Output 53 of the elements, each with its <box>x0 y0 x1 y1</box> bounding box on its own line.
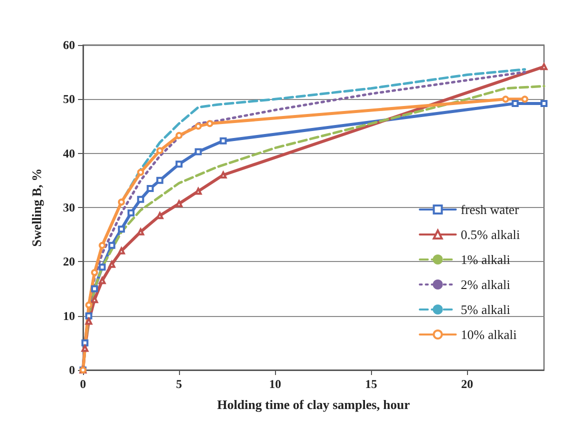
legend-label: 1% alkali <box>460 252 511 267</box>
point <box>108 242 116 249</box>
y-axis-title: Swelling B, % <box>29 168 44 247</box>
point <box>194 148 202 156</box>
legend-label: 10% alkali <box>460 327 518 342</box>
point <box>512 100 519 107</box>
y-tick-label: 20 <box>63 254 75 269</box>
point <box>176 200 183 208</box>
y-tick-label: 40 <box>63 146 75 160</box>
point <box>108 260 116 268</box>
point <box>85 312 92 320</box>
x-tick-label: 0 <box>80 377 86 391</box>
point <box>521 96 528 103</box>
y-tick-label: 60 <box>63 38 75 52</box>
y-tick-label: 30 <box>63 200 75 214</box>
point <box>176 132 183 139</box>
point <box>502 96 510 103</box>
legend-label: fresh water <box>460 202 520 217</box>
point <box>540 63 548 70</box>
point <box>156 147 164 154</box>
legend-label: 2% alkali <box>460 277 511 292</box>
point <box>156 176 164 184</box>
point <box>220 137 227 144</box>
y-tick-label: 10 <box>63 308 75 323</box>
point <box>128 209 135 216</box>
point <box>98 242 106 249</box>
point <box>118 247 125 254</box>
point <box>137 228 144 236</box>
point <box>137 196 144 203</box>
point <box>91 285 98 292</box>
x-axis-title: Holding time of clay samples, hour <box>217 397 410 412</box>
point <box>206 120 214 128</box>
point <box>137 168 144 176</box>
point <box>540 100 548 107</box>
point <box>118 226 125 233</box>
x-tick-label: 15 <box>365 377 378 391</box>
point <box>98 264 106 271</box>
y-tick-label: 50 <box>63 92 75 106</box>
point <box>194 188 202 195</box>
x-tick-label: 10 <box>269 377 282 391</box>
y-tick-label: 0 <box>69 363 75 377</box>
x-tick-label: 20 <box>461 377 474 391</box>
legend-label: 5% alkali <box>460 302 511 317</box>
point <box>176 160 183 168</box>
point <box>146 185 154 192</box>
point <box>91 269 98 276</box>
point <box>118 198 125 206</box>
point <box>85 318 92 325</box>
x-tick-label: 5 <box>176 377 182 391</box>
legend-label: 0.5% alkali <box>460 227 520 242</box>
point <box>91 296 98 304</box>
point <box>194 122 202 130</box>
point <box>85 302 92 308</box>
